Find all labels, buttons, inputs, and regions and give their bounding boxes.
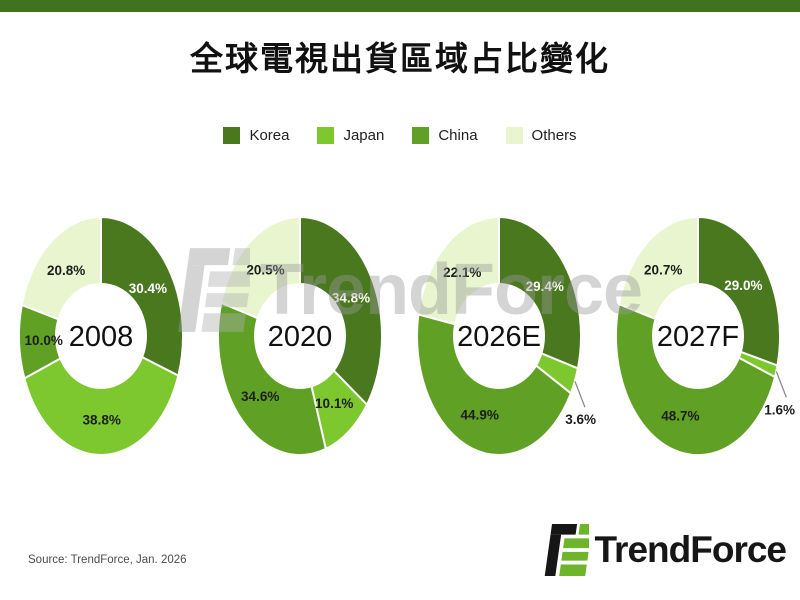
callout-line: [574, 380, 586, 408]
slice-label-china: 10.0%: [25, 333, 63, 348]
donut-chart-2027f: 2027F 29.0% 1.6% 48.7% 20.7%: [599, 205, 798, 497]
slice-label-japan: 38.8%: [83, 412, 121, 427]
slice-label-others: 20.5%: [246, 262, 284, 277]
legend-label-korea: Korea: [249, 127, 290, 144]
slice-callout-label-japan: 3.6%: [565, 412, 596, 427]
legend-swatch-korea: [223, 127, 241, 144]
slice-label-korea: 34.8%: [332, 291, 370, 306]
slice-callout-label-japan: 1.6%: [764, 402, 795, 417]
callout-line: [775, 371, 787, 398]
donut-chart-2020: 2020 34.8% 10.1% 34.6% 20.5%: [201, 205, 400, 497]
trendforce-logo-text: TrendForce: [594, 529, 787, 570]
donut-svg-2027f: 2027F 29.0% 1.6% 48.7% 20.7%: [615, 216, 795, 457]
legend-item-others: Others: [505, 127, 577, 144]
slice-label-others: 22.1%: [443, 265, 481, 280]
slice-label-korea: 29.4%: [526, 279, 564, 294]
legend-swatch-china: [412, 127, 430, 144]
donut-svg-2020: 2020 34.8% 10.1% 34.6% 20.5%: [217, 216, 383, 456]
donut-chart-2026e: 2026E 29.4% 3.6% 44.9% 22.1%: [400, 205, 599, 497]
chart-legend: Korea Japan China Others: [0, 127, 800, 144]
legend-label-japan: Japan: [343, 127, 385, 144]
slice-label-korea: 29.0%: [724, 278, 762, 293]
slice-label-china: 34.6%: [241, 389, 279, 404]
donut-svg-2008: 2008 30.4% 38.8% 10.0% 20.8%: [18, 216, 184, 456]
donut-slice-korea: [299, 216, 383, 406]
top-accent-bar: [0, 0, 800, 12]
legend-item-japan: Japan: [317, 127, 384, 144]
donut-hole: [453, 283, 545, 389]
legend-swatch-others: [505, 127, 523, 144]
donut-hole: [254, 283, 346, 389]
slice-label-others: 20.7%: [644, 263, 682, 278]
donut-chart-2008: 2008 30.4% 38.8% 10.0% 20.8%: [2, 205, 201, 497]
trendforce-logo: TrendForce: [535, 522, 787, 578]
legend-item-china: China: [412, 127, 478, 144]
legend-item-korea: Korea: [223, 127, 289, 144]
legend-label-others: Others: [531, 127, 577, 144]
donut-center-label: 2027F: [657, 321, 739, 353]
legend-swatch-japan: [317, 127, 335, 144]
donut-charts-row: 2008 30.4% 38.8% 10.0% 20.8% 2020 34.8% 10.1% 3…: [2, 205, 798, 497]
slice-label-others: 20.8%: [47, 263, 85, 278]
source-note: Source: TrendForce, Jan. 2026: [28, 554, 187, 566]
trendforce-logo-icon: [544, 523, 589, 577]
donut-slice-japan: [23, 335, 180, 456]
slice-label-china: 44.9%: [461, 408, 499, 423]
donut-hole: [55, 283, 147, 389]
donut-svg-2026e: 2026E 29.4% 3.6% 44.9% 22.1%: [416, 216, 596, 457]
page-title: 全球電視出貨區域占比變化: [190, 40, 610, 77]
legend-label-china: China: [438, 127, 478, 144]
donut-center-label: 2026E: [457, 321, 541, 353]
donut-center-label: 2020: [268, 321, 333, 353]
slice-label-china: 48.7%: [661, 408, 699, 423]
donut-hole: [652, 283, 744, 389]
slice-label-japan: 10.1%: [315, 396, 353, 411]
slice-label-korea: 30.4%: [129, 281, 167, 296]
donut-center-label: 2008: [69, 321, 134, 353]
